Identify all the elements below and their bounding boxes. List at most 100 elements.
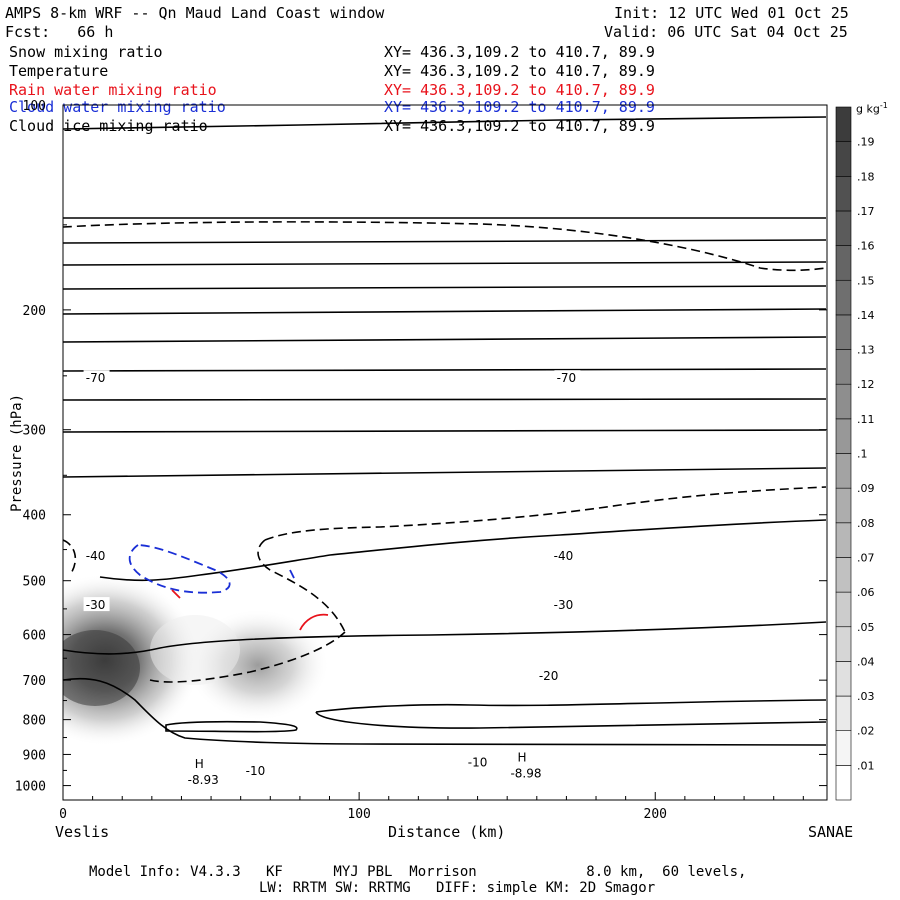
colorbar-tick-label: .03 [857, 690, 875, 703]
colorbar-tick-label: .04 [857, 655, 875, 668]
contour-label-bg [551, 548, 578, 563]
cloud-ice-contour [63, 539, 77, 576]
isotherm-label: -30 [554, 598, 574, 612]
isotherm [63, 467, 827, 478]
cloud-water-contour [128, 544, 231, 594]
isotherm [63, 308, 827, 315]
y-tick-label: 500 [23, 575, 46, 590]
extremum-value: -8.93 [188, 773, 219, 787]
rain-water-contours [171, 589, 329, 631]
isotherm [63, 285, 827, 290]
left-endpoint: Veslis [55, 823, 110, 841]
colorbar-tick-label: .07 [857, 551, 875, 564]
y-tick-label: 800 [23, 714, 46, 729]
contour-label-bg [243, 763, 270, 778]
colorbar-segment [835, 661, 852, 697]
isotherm-label: -10 [468, 756, 488, 770]
colorbar-segment [835, 453, 852, 489]
colorbar-tick-label: .19 [857, 136, 875, 149]
field-xy: XY= 436.3,109.2 to 410.7, 89.9 [384, 81, 655, 99]
x-tick-label: 0 [59, 807, 67, 822]
rain-water-contour [171, 589, 181, 599]
x-tick-label: 100 [347, 807, 370, 822]
colorbar-segment [835, 522, 852, 558]
colorbar-tick-label: .14 [857, 309, 875, 322]
valid-time: Valid: 06 UTC Sat 04 Oct 25 [604, 23, 848, 41]
field-xy: XY= 436.3,109.2 to 410.7, 89.9 [384, 62, 655, 80]
field-name: Cloud ice mixing ratio [9, 117, 208, 135]
colorbar-segment [835, 557, 852, 593]
y-tick-label: 100 [23, 99, 46, 114]
rain-water-contour [299, 613, 329, 631]
isotherm [63, 398, 827, 401]
extremum-marker: H [517, 750, 526, 764]
field-name: Cloud water mixing ratio [9, 98, 226, 116]
colorbar-tick-label: .12 [857, 378, 875, 391]
colorbar-segment [835, 314, 852, 350]
field-name: Temperature [9, 62, 109, 80]
x-tick-label: 200 [644, 807, 667, 822]
x-axis-title: Distance (km) [388, 823, 506, 841]
colorbar-segment [835, 591, 852, 628]
field-xy: XY= 436.3,109.2 to 410.7, 89.9 [384, 43, 655, 61]
colorbar-segment [835, 210, 852, 246]
scheme-info: LW: RRTM SW: RRTMG DIFF: simple KM: 2D S… [259, 880, 656, 896]
field-name: Snow mixing ratio [9, 43, 163, 61]
isotherm [165, 720, 298, 733]
isotherm-label: -20 [539, 669, 559, 683]
colorbar-segment [835, 730, 852, 766]
colorbar-tick-label: .05 [857, 621, 875, 634]
contour-label-bg [554, 370, 581, 385]
colorbar-segment [835, 418, 852, 454]
colorbar-tick-label: .06 [857, 586, 875, 599]
cloud-water-contour [289, 569, 297, 583]
y-tick-label: 200 [23, 304, 46, 319]
init-time: Init: 12 UTC Wed 01 Oct 25 [614, 4, 849, 22]
isotherm [63, 336, 827, 343]
colorbar-segment [835, 626, 852, 662]
colorbar-segment [835, 176, 852, 212]
field-xy: XY= 436.3,109.2 to 410.7, 89.9 [384, 98, 655, 116]
contour-label-bg [83, 370, 110, 385]
isotherm [63, 677, 827, 746]
forecast-hour: Fcst: 66 h [5, 23, 114, 41]
extremum-value: -8.98 [510, 766, 541, 780]
cloud-ice-contours [63, 221, 827, 683]
temperature-contours [63, 116, 827, 746]
colorbar-segment [835, 279, 852, 316]
isotherm [63, 116, 827, 130]
colorbar-segment [835, 245, 852, 281]
colorbar-tick-label: .01 [857, 759, 875, 772]
colorbar-tick-label: .1 [857, 448, 868, 461]
colorbar-tick-label: .16 [857, 240, 875, 253]
y-tick-label: 1000 [15, 780, 46, 795]
isotherm [63, 429, 827, 433]
y-tick-label: 600 [23, 629, 46, 644]
field-name: Rain water mixing ratio [9, 81, 217, 99]
y-tick-label: 700 [23, 674, 46, 689]
colorbar-segment [835, 141, 852, 177]
colorbar-tick-label: .13 [857, 344, 875, 357]
cloud-ice-contour [264, 486, 827, 541]
model-info: Model Info: V4.3.3 KF MYJ PBL Morrison 8… [89, 864, 747, 880]
contour-label-bg [83, 597, 110, 612]
colorbar-tick-label: .08 [857, 517, 875, 530]
cloud-ice-contour [63, 221, 827, 272]
isotherm [63, 621, 827, 655]
isotherm [63, 239, 827, 244]
colorbar-tick-label: .15 [857, 274, 875, 287]
colorbar-tick-label: .17 [857, 205, 875, 218]
isotherm [315, 699, 827, 729]
chart-title: AMPS 8-km WRF -- Qn Maud Land Coast wind… [5, 4, 385, 22]
isotherm-label: -70 [86, 371, 106, 385]
colorbar-segment [835, 349, 852, 385]
colorbar-segment [835, 765, 852, 801]
plot-frame [62, 104, 828, 801]
right-endpoint: SANAE [808, 823, 854, 841]
isotherm [63, 261, 827, 266]
colorbar-tick-label: .02 [857, 725, 875, 738]
cloud-ice-contour [149, 631, 346, 683]
contour-label-bg [465, 754, 492, 769]
